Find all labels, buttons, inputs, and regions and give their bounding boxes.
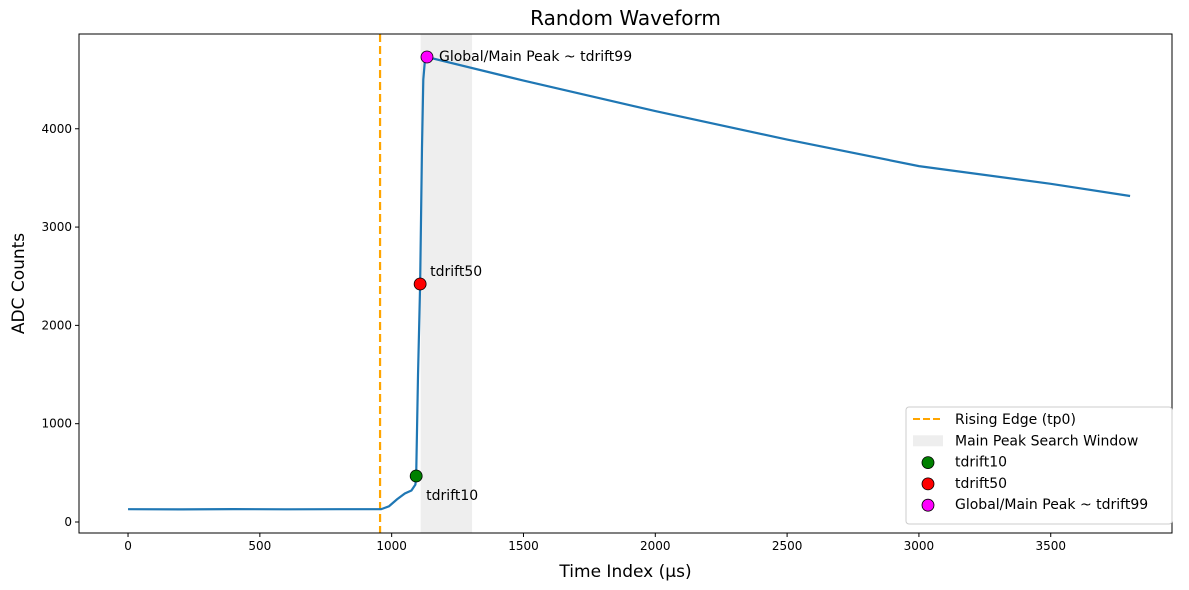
y-tick-label: 4000 [41, 122, 72, 136]
y-tick-label: 3000 [41, 220, 72, 234]
legend-swatch [921, 477, 935, 491]
legend-label: tdrift50 [955, 476, 1007, 492]
x-tick-label: 0 [124, 539, 132, 553]
waveform-line [128, 55, 1131, 511]
x-tick-label: 500 [248, 539, 271, 553]
legend-swatch [921, 498, 935, 512]
legend-label: Main Peak Search Window [955, 433, 1138, 449]
y-axis-label: ADC Counts [9, 233, 29, 334]
point-tdrift10 [409, 469, 423, 483]
legend-label: tdrift10 [955, 455, 1007, 471]
legend-label: Global/Main Peak ~ tdrift99 [955, 497, 1148, 513]
legend-label: Rising Edge (tp0) [955, 412, 1076, 428]
x-tick-label: 1000 [376, 539, 407, 553]
x-tick-label: 3000 [904, 539, 935, 553]
legend-swatch [913, 435, 943, 447]
annotation-0: tdrift10 [426, 488, 478, 504]
x-tick-label: 2500 [772, 539, 803, 553]
point-Global/Main Peak ~ tdrift99 [420, 50, 434, 64]
x-tick-label: 1500 [508, 539, 539, 553]
y-tick-label: 2000 [41, 318, 72, 332]
plot-frame [78, 33, 1173, 534]
legend-box [905, 406, 1173, 525]
legend-swatch [921, 456, 935, 470]
x-axis-label: Time Index (µs) [558, 562, 691, 582]
y-tick-label: 1000 [41, 417, 72, 431]
y-tick-label: 0 [64, 515, 72, 529]
x-tick-label: 2000 [640, 539, 671, 553]
annotation-1: tdrift50 [430, 264, 482, 280]
point-tdrift50 [413, 277, 427, 291]
search-window [420, 34, 473, 533]
x-tick-label: 3500 [1035, 539, 1066, 553]
annotation-2: Global/Main Peak ~ tdrift99 [439, 49, 632, 65]
chart-title: Random Waveform [530, 6, 721, 30]
